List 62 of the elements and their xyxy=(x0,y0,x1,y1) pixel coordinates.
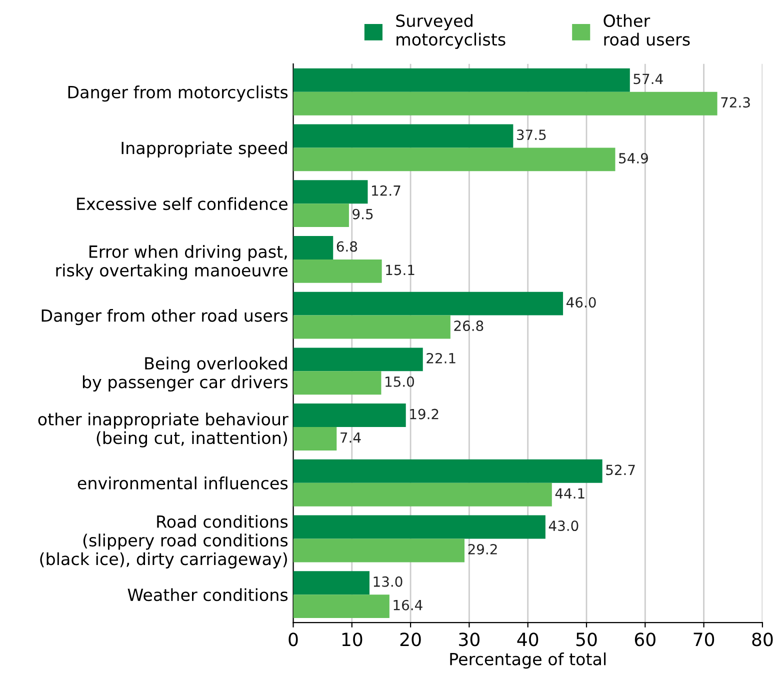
x-axis-title: Percentage of total xyxy=(450,652,606,669)
y-tick-label: Weather conditions xyxy=(128,588,288,602)
y-tick-label: Excessive self confidence xyxy=(77,197,288,210)
x-tick-label: 10 xyxy=(342,632,362,646)
bar xyxy=(293,68,630,92)
data-label: 15.1 xyxy=(386,264,414,276)
data-label: 7.4 xyxy=(340,432,361,443)
x-tick-label: 50 xyxy=(576,632,597,646)
bar xyxy=(293,92,718,116)
bar xyxy=(293,371,382,395)
legend-label: Other road users xyxy=(604,14,690,46)
data-label: 57.4 xyxy=(634,74,663,84)
data-label: 22.1 xyxy=(426,352,456,364)
data-label: 54.9 xyxy=(619,152,648,164)
x-tick-label: 60 xyxy=(634,632,656,646)
data-label: 9.5 xyxy=(352,208,373,220)
data-label: 44.1 xyxy=(555,488,584,498)
bar xyxy=(293,148,616,172)
y-tick-label: Error when driving past, risky overtaking manoeuvre xyxy=(56,245,288,280)
bar xyxy=(293,204,349,228)
y-tick-label: Being overlooked by passenger car drivers xyxy=(82,356,288,392)
y-tick-label: Danger from other road users xyxy=(42,308,288,326)
bar xyxy=(293,482,552,506)
bar xyxy=(293,236,334,260)
data-label: 19.2 xyxy=(410,408,438,420)
data-label: 16.4 xyxy=(394,600,422,610)
bar xyxy=(293,538,465,562)
bar xyxy=(293,348,423,372)
data-label: 12.7 xyxy=(372,185,400,196)
legend-label: Surveyed motorcyclists xyxy=(396,14,506,49)
x-tick-label: 0 xyxy=(288,632,298,646)
x-tick-label: 70 xyxy=(694,632,714,646)
data-label: 72.3 xyxy=(721,97,750,108)
data-label: 37.5 xyxy=(517,130,546,140)
bar xyxy=(293,427,337,450)
bar xyxy=(293,571,370,595)
bar xyxy=(293,180,368,204)
y-tick-label: other inappropriate behaviour (being cut, inattention) xyxy=(38,412,288,448)
y-tick-label: Inappropriate speed xyxy=(122,141,287,158)
x-tick-label: 30 xyxy=(459,632,480,646)
bar xyxy=(293,459,602,483)
y-tick-label: Danger from motorcyclists xyxy=(68,86,288,102)
bar xyxy=(293,515,546,539)
y-tick-label: environmental influences xyxy=(78,476,288,490)
data-label: 29.2 xyxy=(468,544,497,554)
data-label: 46.0 xyxy=(566,297,596,308)
bar xyxy=(293,124,514,148)
bar xyxy=(293,315,450,339)
bar xyxy=(293,594,390,618)
bar xyxy=(293,259,382,283)
data-label: 26.8 xyxy=(454,320,484,332)
data-label: 43.0 xyxy=(548,520,578,532)
y-tick-label: Road conditions (slippery road conditions (black ice), dirty carriageway) xyxy=(40,515,288,568)
bar xyxy=(293,404,406,428)
x-tick-label: 40 xyxy=(517,632,538,646)
bar xyxy=(293,292,564,316)
x-tick-label: 20 xyxy=(400,632,421,646)
data-label: 15.0 xyxy=(386,376,414,387)
data-label: 13.0 xyxy=(374,576,402,587)
data-label: 6.8 xyxy=(336,241,358,252)
x-tick-label: 80 xyxy=(752,632,773,646)
data-label: 52.7 xyxy=(606,464,635,476)
